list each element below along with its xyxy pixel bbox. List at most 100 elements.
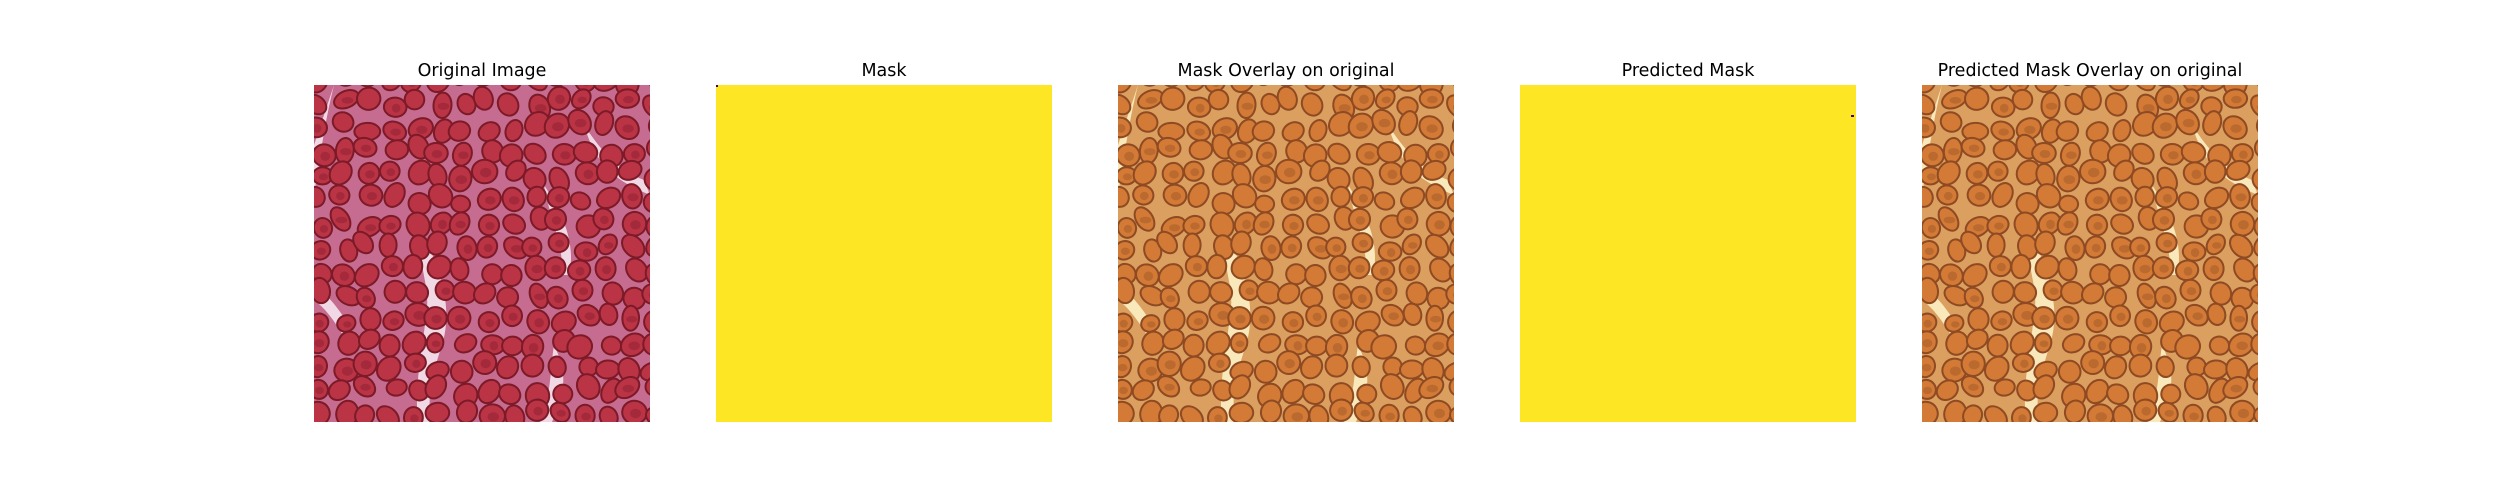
tissue-cell-center: [1312, 312, 1322, 321]
tissue-cell: [426, 254, 452, 280]
tissue-cell: [1960, 136, 1986, 158]
tissue-cell: [569, 191, 592, 211]
tissue-cell: [1300, 355, 1324, 380]
tissue-cell-center: [2185, 96, 2195, 104]
tissue-cell: [1118, 216, 1138, 239]
tissue-cell: [528, 282, 549, 309]
tissue-cell-center: [320, 151, 331, 161]
tissue-cell-center: [556, 409, 566, 417]
tissue-cell: [2131, 142, 2155, 165]
tissue-cell: [1986, 232, 2006, 258]
tissue-cell-center: [1338, 293, 1350, 301]
tissue-cell: [2079, 158, 2107, 185]
tissue-cell: [1158, 404, 1180, 422]
tissue-cell-center: [2164, 409, 2174, 417]
tissue-cell-center: [335, 216, 348, 224]
tissue-cell: [314, 240, 332, 261]
tissue-cell-center: [1145, 366, 1157, 376]
tissue-cell-center: [1143, 271, 1154, 281]
tissue-cell: [1281, 378, 1306, 405]
tissue-cell-center: [343, 321, 352, 328]
tissue-cell: [1965, 328, 1989, 350]
tissue-cell-center: [1356, 122, 1368, 132]
tissue-cell: [2184, 303, 2209, 327]
tissue-cell: [2057, 359, 2082, 384]
tissue-cell: [571, 278, 594, 302]
tissue-cell: [1156, 136, 1182, 158]
tissue-cell-center: [1332, 244, 1342, 252]
tissue-cell: [379, 160, 401, 182]
tissue-cell: [1374, 88, 1396, 110]
tissue-cell-center: [1434, 220, 1445, 230]
tissue-cell: [644, 375, 650, 398]
tissue-cell: [1922, 400, 1939, 422]
tissue-cell: [1378, 403, 1400, 422]
tissue-cell: [1922, 240, 1940, 261]
tissue-cell-center: [2256, 105, 2258, 110]
tissue-cell: [2229, 183, 2251, 210]
tissue-cell-center: [2046, 219, 2055, 230]
tissue-cell: [449, 359, 474, 384]
tissue-cell: [642, 192, 650, 214]
tissue-cell: [314, 85, 329, 94]
tissue-cell-center: [1195, 103, 1205, 113]
tissue-cell-center: [583, 169, 594, 179]
tissue-cell: [1327, 142, 1351, 165]
tissue-cell-center: [2063, 175, 2076, 184]
tissue-cell-center: [2236, 341, 2248, 351]
tissue-cell: [403, 352, 427, 373]
tissue-cell: [448, 164, 473, 193]
tissue-cell: [400, 85, 423, 94]
tissue-cell: [1285, 263, 1308, 286]
tissue-cell: [645, 406, 650, 422]
tissue-cell-center: [2190, 248, 2200, 258]
tissue-cell-center: [577, 96, 587, 104]
tissue-cell-center: [336, 191, 345, 201]
tissue-cell-center: [1289, 222, 1299, 230]
tissue-cell: [1206, 406, 1228, 422]
tissue-cell: [1253, 257, 1274, 282]
tissue-cell-center: [1928, 151, 1939, 161]
tissue-cell: [448, 211, 471, 236]
tissue-cell-center: [1968, 383, 1979, 391]
tissue-cell-center: [389, 318, 400, 326]
tissue-cell: [1230, 230, 1252, 256]
tissue-cell: [595, 159, 619, 184]
tissue-cell: [2250, 332, 2258, 356]
tissue-cell-center: [2095, 412, 2107, 422]
tissue-cell-center: [319, 224, 328, 233]
tissue-cell: [1230, 254, 1256, 280]
tissue-cell-center: [511, 245, 523, 253]
tissue-cell-center: [2239, 150, 2248, 159]
tissue-cell-center: [1287, 243, 1297, 253]
tissue-cell-center: [412, 359, 421, 368]
tissue-cell-center: [1220, 125, 1232, 134]
tissue-cell-center: [1974, 192, 1986, 201]
tissue-cell: [352, 230, 375, 255]
tissue-cell: [2132, 111, 2159, 137]
tissue-cell-center: [1922, 363, 1932, 372]
tissue-cell: [2054, 305, 2080, 331]
tissue-cell-center: [2235, 193, 2247, 202]
tissue-cell: [1922, 378, 1937, 400]
tissue-cell-center: [1406, 265, 1416, 275]
tissue-cell-center: [1359, 239, 1369, 248]
tissue-cell-center: [2162, 193, 2172, 203]
tissue-cell-center: [2039, 150, 2051, 158]
tissue-cell: [2209, 281, 2233, 306]
tissue-cell: [1942, 85, 1965, 87]
tissue-cell-center: [408, 85, 416, 87]
tissue-cell: [1157, 85, 1181, 88]
tissue-cell-center: [2136, 244, 2146, 252]
tissue-cell: [1987, 160, 2009, 182]
tissue-cell-center: [1235, 314, 1246, 324]
tissue-cell: [1304, 264, 1327, 287]
tissue-cell-center: [1381, 96, 1391, 104]
tissue-cell-center: [1426, 124, 1438, 133]
tissue-cell: [1425, 183, 1447, 210]
tissue-cell: [446, 305, 472, 331]
mask-speck: [1851, 115, 1854, 117]
tissue-cell: [1398, 256, 1421, 282]
tissue-cell: [2253, 213, 2258, 240]
tissue-cell: [502, 213, 527, 235]
